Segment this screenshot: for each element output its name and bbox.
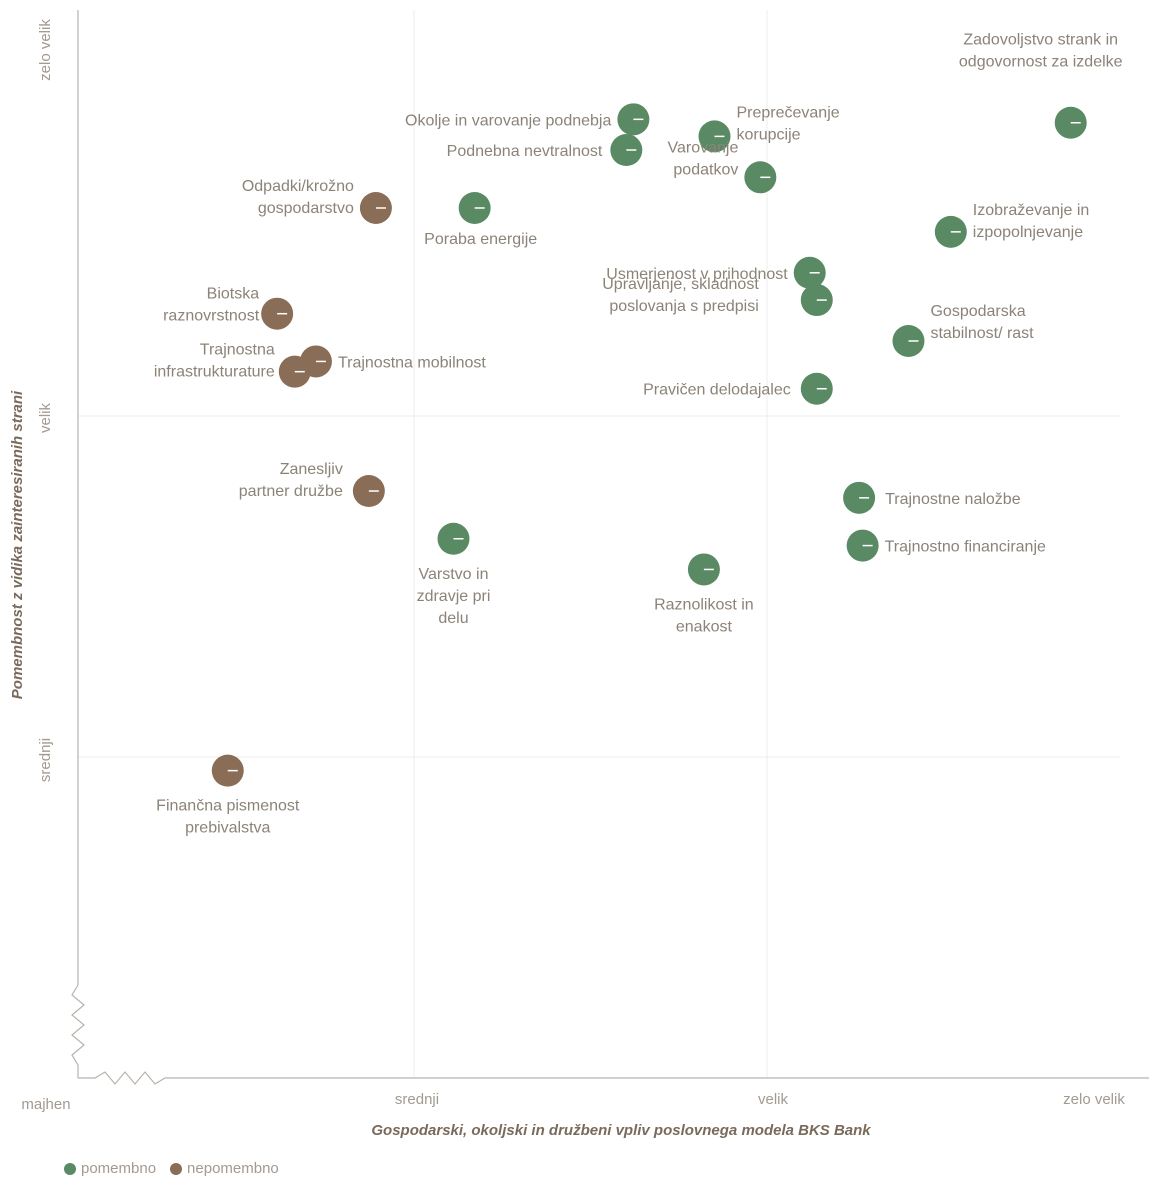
legend-item-nepomembno: nepomembno bbox=[170, 1160, 279, 1177]
data-label: Trajnostna mobilnost bbox=[338, 354, 486, 371]
data-label: Trajnostne naložbe bbox=[885, 491, 1021, 508]
data-label: Odpadki/krožno gospodarstvo bbox=[242, 178, 354, 217]
data-label: Poraba energije bbox=[424, 231, 537, 248]
data-label: Varovanje podatkov bbox=[667, 139, 738, 178]
data-label: Upravljanje, skladnost poslovanja s predp… bbox=[602, 276, 759, 315]
x-tick-label: srednji bbox=[395, 1091, 439, 1108]
y-tick-label: velik bbox=[37, 403, 54, 434]
scatter-chart: majhen srednji velik zelo velik srednji … bbox=[9, 10, 1149, 1139]
x-tick-label: majhen bbox=[21, 1096, 70, 1113]
data-label: Zanesljiv partner družbe bbox=[239, 461, 343, 500]
x-tick-label: zelo velik bbox=[1063, 1091, 1125, 1108]
data-label: Trajnostno financiranje bbox=[885, 539, 1046, 556]
x-tick-label: velik bbox=[758, 1091, 789, 1108]
x-tick-labels: majhen srednji velik zelo velik bbox=[21, 1091, 1125, 1113]
legend: pomembno nepomembno bbox=[64, 1160, 287, 1177]
axes bbox=[71, 10, 1149, 1085]
data-label: Preprečevanje korupcije bbox=[736, 104, 839, 143]
x-axis-title: Gospodarski, okoljski in družbeni vpliv … bbox=[371, 1122, 871, 1139]
data-label: Okolje in varovanje podnebja bbox=[405, 112, 611, 129]
data-label: Finančna pismenost prebivalstva bbox=[156, 798, 300, 837]
legend-label: nepomembno bbox=[187, 1160, 279, 1177]
data-label: Pravičen delodajalec bbox=[643, 382, 791, 399]
y-tick-label: srednji bbox=[37, 738, 54, 782]
data-points bbox=[211, 103, 1087, 787]
data-label: Raznolikost in enakost bbox=[654, 596, 754, 635]
data-label: Gospodarska stabilnost/ rast bbox=[930, 303, 1034, 342]
legend-label: pomembno bbox=[81, 1160, 157, 1177]
data-labels: Okolje in varovanje podnebja Podnebna nev… bbox=[154, 32, 1123, 837]
data-label: Podnebna nevtralnost bbox=[447, 143, 603, 160]
legend-dot-icon bbox=[170, 1162, 183, 1175]
data-label: Varstvo in zdravje pri delu bbox=[417, 566, 491, 627]
legend-dot-icon bbox=[64, 1162, 76, 1175]
data-label: Trajnostna infrastrukturature bbox=[154, 342, 275, 381]
y-tick-labels: srednji velik zelo velik bbox=[37, 19, 54, 782]
data-label: Usmerjenost v prihodnost bbox=[606, 266, 788, 283]
data-label: Biotska raznovrstnost bbox=[163, 286, 260, 325]
x-axis-break bbox=[78, 1071, 1149, 1085]
y-axis-break bbox=[71, 984, 85, 1078]
data-label: Zadovoljstvo strank in odgovornost za izd… bbox=[959, 32, 1123, 71]
data-label: Izobraževanje in izpopolnjevanje bbox=[973, 202, 1090, 241]
y-tick-label: zelo velik bbox=[37, 19, 54, 81]
legend-item-pomembno: pomembno bbox=[64, 1160, 156, 1177]
y-axis-title: Pomembnost z vidika zainteresiranih stra… bbox=[9, 390, 26, 699]
